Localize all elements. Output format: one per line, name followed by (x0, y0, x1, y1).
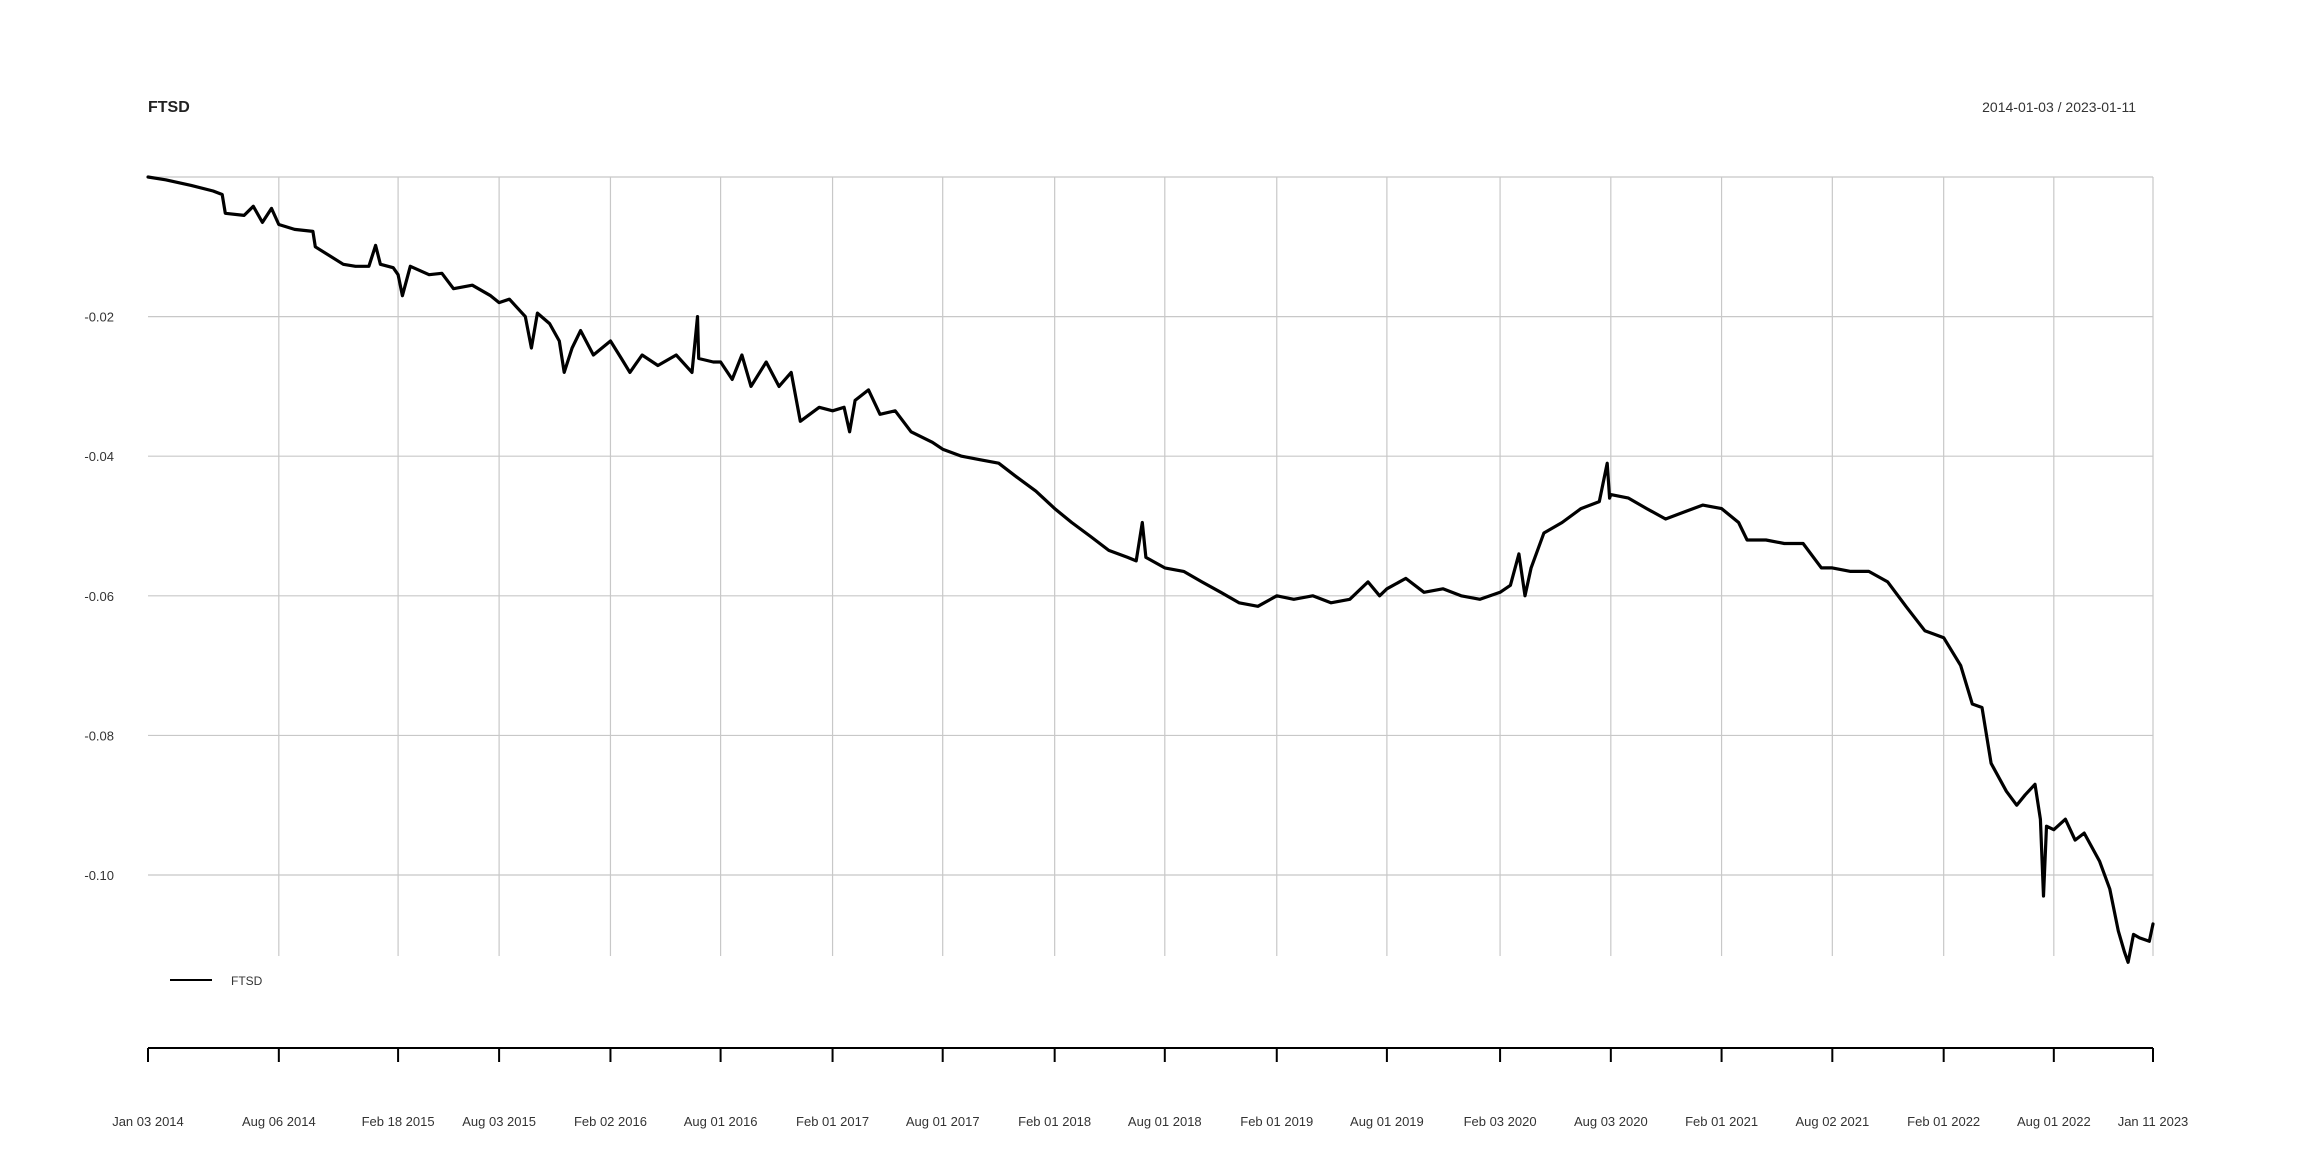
x-tick-label: Aug 01 2017 (906, 1114, 980, 1129)
x-tick-label: Feb 01 2017 (796, 1114, 869, 1129)
date-range-label: 2014-01-03 / 2023-01-11 (1982, 99, 2136, 115)
x-tick-label: Aug 03 2020 (1574, 1114, 1648, 1129)
x-tick-label: Jan 03 2014 (112, 1114, 184, 1129)
x-tick-label: Aug 02 2021 (1795, 1114, 1869, 1129)
series-layer (146, 175, 2155, 964)
x-tick-label: Feb 01 2018 (1018, 1114, 1091, 1129)
x-tick-label: Aug 06 2014 (242, 1114, 316, 1129)
x-tick-label: Aug 01 2018 (1128, 1114, 1202, 1129)
y-tick-label: -0.08 (84, 728, 114, 743)
y-tick-label: -0.02 (84, 310, 114, 325)
x-axis: Jan 03 2014 Aug 06 2014 Feb 18 2015 Aug 03 … (112, 1047, 2189, 1129)
legend-label-ftsd: FTSD (231, 974, 263, 988)
x-tick-label: Aug 01 2022 (2017, 1114, 2091, 1129)
series-line-ftsd (146, 175, 2155, 964)
y-tick-label: -0.10 (84, 868, 114, 883)
legend: FTSD (170, 974, 263, 988)
x-tick-label: Aug 01 2016 (684, 1114, 758, 1129)
x-tick-label: Feb 02 2016 (574, 1114, 647, 1129)
x-tick-label: Feb 01 2019 (1240, 1114, 1313, 1129)
x-tick-label: Aug 01 2019 (1350, 1114, 1424, 1129)
y-tick-label: -0.04 (84, 449, 114, 464)
grid-layer (148, 176, 2154, 956)
x-tick-label: Aug 03 2015 (462, 1114, 536, 1129)
chart-title: FTSD (148, 99, 190, 116)
x-tick-label: Feb 01 2022 (1907, 1114, 1980, 1129)
y-tick-label: -0.06 (84, 589, 114, 604)
y-axis-labels: -0.02 -0.04 -0.06 -0.08 -0.10 (84, 310, 114, 883)
x-tick-label: Feb 03 2020 (1464, 1114, 1537, 1129)
x-tick-label: Feb 18 2015 (362, 1114, 435, 1129)
x-tick-label: Feb 01 2021 (1685, 1114, 1758, 1129)
x-tick-label: Jan 11 2023 (2118, 1114, 2189, 1129)
